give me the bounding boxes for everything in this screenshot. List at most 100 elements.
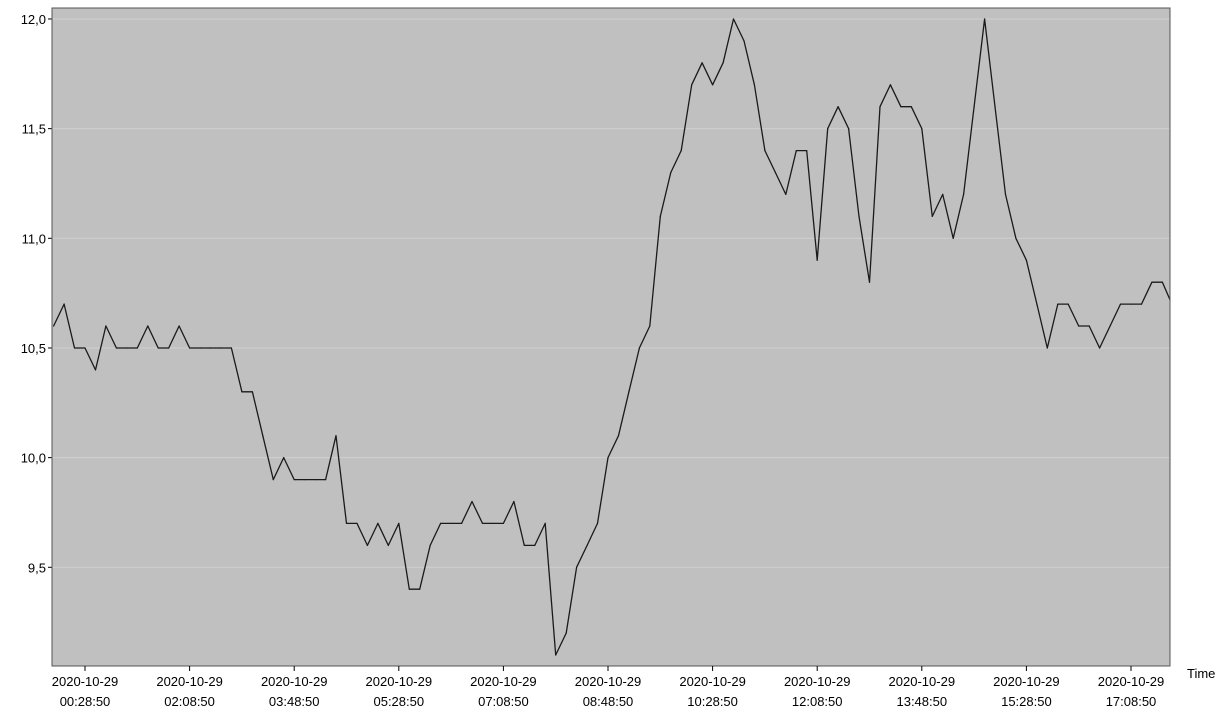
data-point — [168, 347, 170, 349]
data-point — [1161, 281, 1163, 283]
data-point — [356, 522, 358, 525]
y-tick-label: 12,0 — [21, 12, 46, 27]
x-tick-date-label: 2020-10-29 — [679, 674, 746, 689]
data-point — [1140, 303, 1143, 305]
x-tick-date-label: 2020-10-29 — [366, 674, 433, 689]
data-point — [701, 62, 703, 64]
data-point — [94, 369, 97, 371]
data-point — [314, 479, 316, 481]
data-point — [649, 325, 651, 327]
data-point — [984, 18, 986, 20]
data-point — [848, 128, 850, 130]
x-tick-date-label: 2020-10-29 — [1098, 674, 1165, 689]
data-point — [1109, 325, 1111, 327]
data-point — [335, 435, 337, 437]
x-tick-time-label: 08:48:50 — [583, 694, 634, 709]
data-point — [868, 281, 871, 283]
data-point — [889, 84, 892, 86]
data-point — [1036, 303, 1038, 305]
y-tick-label: 10,0 — [21, 451, 46, 466]
data-point — [1088, 325, 1090, 327]
data-point — [712, 84, 714, 86]
data-point — [753, 84, 756, 86]
data-point — [576, 566, 578, 568]
data-point — [732, 18, 735, 20]
data-point — [481, 522, 484, 525]
data-point — [1099, 347, 1101, 349]
data-point — [952, 237, 954, 239]
data-point — [304, 479, 306, 481]
data-point — [795, 150, 797, 152]
data-point — [596, 522, 599, 525]
data-point — [440, 522, 442, 525]
data-point — [345, 522, 348, 525]
data-point — [209, 347, 212, 349]
data-point — [607, 457, 609, 459]
data-point — [764, 150, 766, 152]
data-point — [325, 479, 327, 481]
data-point — [1130, 303, 1132, 305]
data-point — [73, 347, 76, 349]
data-point — [53, 325, 55, 327]
data-point — [220, 347, 222, 349]
data-point — [429, 544, 431, 547]
x-tick-time-label: 13:48:50 — [896, 694, 947, 709]
data-point — [743, 40, 745, 42]
data-point — [63, 303, 65, 305]
data-point — [408, 588, 410, 590]
data-point — [910, 106, 912, 108]
data-point — [806, 150, 808, 152]
x-tick-date-label: 2020-10-29 — [993, 674, 1060, 689]
data-point — [84, 347, 86, 349]
plot-area — [52, 8, 1170, 666]
plot-border — [51, 7, 1171, 667]
data-point — [471, 500, 473, 503]
data-point — [837, 106, 839, 108]
y-tick-label: 10,5 — [21, 341, 46, 356]
data-point — [461, 522, 463, 525]
data-point — [1078, 325, 1080, 327]
data-point — [931, 215, 933, 217]
data-point — [126, 347, 128, 349]
data-point — [450, 522, 452, 525]
data-point — [586, 544, 588, 547]
data-point — [377, 522, 379, 525]
data-point — [293, 479, 295, 481]
x-tick-date-label: 2020-10-29 — [470, 674, 537, 689]
data-point — [283, 457, 285, 459]
x-tick-time-label: 10:28:50 — [687, 694, 738, 709]
data-point — [178, 325, 180, 327]
data-point — [816, 259, 818, 261]
data-point — [199, 347, 201, 349]
data-point — [722, 62, 724, 64]
grid-lines — [52, 18, 1170, 568]
series-layer — [53, 18, 1171, 656]
axes: 9,5 10,0 10,5 11,0 11,5 12,0 2020-10-29 00:28:5… — [21, 7, 1171, 709]
x-tick-time-label: 03:48:50 — [269, 694, 320, 709]
data-point — [1067, 303, 1069, 305]
x-tick-date-label: 2020-10-29 — [156, 674, 223, 689]
data-point — [691, 84, 693, 86]
data-point — [638, 347, 641, 349]
data-point — [147, 325, 149, 327]
data-point — [1004, 193, 1007, 195]
data-point — [680, 150, 682, 152]
data-point — [921, 128, 923, 130]
x-tick-time-label: 00:28:50 — [60, 694, 111, 709]
y-tick-label: 11,0 — [22, 231, 46, 246]
y-tick-label: 11,5 — [22, 122, 46, 137]
data-point — [1151, 281, 1153, 283]
x-tick-time-label: 07:08:50 — [478, 694, 529, 709]
data-point — [502, 522, 504, 525]
x-tick-time-label: 12:08:50 — [792, 694, 843, 709]
data-point — [1057, 303, 1059, 305]
data-point — [387, 544, 389, 547]
x-tick-date-label: 2020-10-29 — [575, 674, 642, 689]
data-point — [189, 347, 191, 349]
data-point — [942, 193, 944, 195]
data-point — [858, 215, 860, 217]
data-point — [230, 347, 232, 349]
data-point — [398, 522, 400, 525]
data-point — [659, 215, 661, 217]
